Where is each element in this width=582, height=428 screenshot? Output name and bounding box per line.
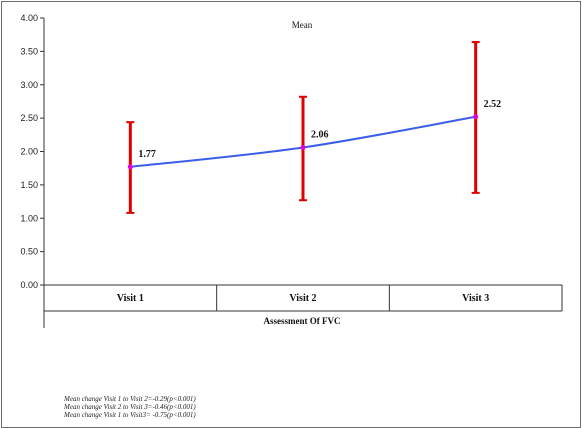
note-line: Mean change Visit 2 to Visit 3=-0.46(p<0… — [64, 403, 196, 411]
category-label: Visit 2 — [289, 293, 316, 304]
statistics-notes: Mean change Visit 1 to Visit 2=-0.29(p<0… — [64, 395, 196, 419]
y-tick-label: 0.00 — [20, 280, 38, 290]
error-bars — [126, 41, 480, 214]
y-tick-label: 4.00 — [20, 13, 38, 23]
data-point — [473, 114, 479, 120]
category-label: Visit 1 — [117, 293, 144, 304]
y-tick-label: 1.50 — [20, 180, 38, 190]
note-line: Mean change Visit 1 to Visit3= -0.75(p<0… — [64, 411, 196, 419]
y-tick-label: 2.00 — [20, 147, 38, 157]
data-label: 1.77 — [138, 149, 156, 160]
data-point — [300, 144, 306, 150]
data-label: 2.52 — [484, 99, 502, 110]
category-label: Visit 3 — [462, 293, 489, 304]
data-points — [127, 114, 479, 170]
y-tick-label: 0.50 — [20, 247, 38, 257]
x-axis-title: Assessment Of FVC — [264, 316, 341, 326]
series-title: Mean — [292, 20, 313, 30]
category-labels: Visit 1 Visit 2 Visit 3 — [117, 293, 489, 304]
y-tick-label: 2.50 — [20, 113, 38, 123]
y-axis-ticks: 0.00 0.50 1.00 1.50 2.00 2.50 3.00 3.50 4.00 — [20, 13, 44, 290]
y-tick-label: 3.00 — [20, 80, 38, 90]
data-labels: 1.77 2.06 2.52 — [138, 99, 501, 160]
data-label: 2.06 — [311, 129, 329, 140]
axes — [40, 18, 563, 328]
note-line: Mean change Visit 1 to Visit 2=-0.29(p<0… — [64, 395, 196, 403]
data-point — [127, 164, 133, 170]
y-tick-label: 1.00 — [20, 213, 38, 223]
y-tick-label: 3.50 — [20, 46, 38, 56]
